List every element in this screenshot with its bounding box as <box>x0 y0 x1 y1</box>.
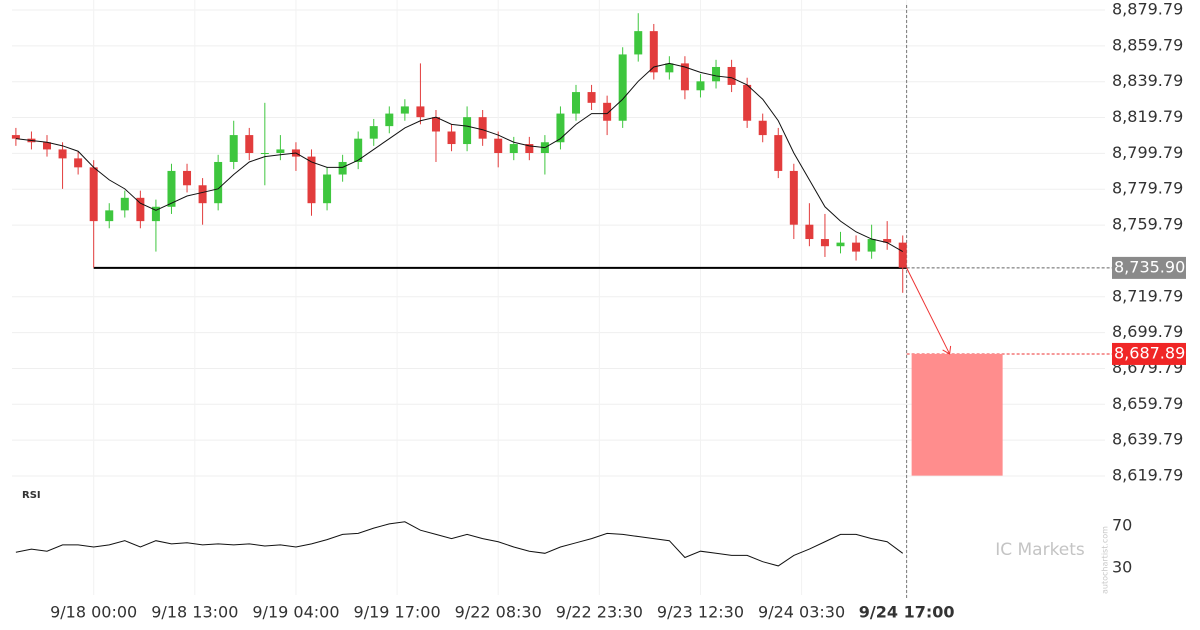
candle-body <box>680 63 689 91</box>
candle-body <box>276 149 285 154</box>
candle-body <box>463 117 472 145</box>
candle-body <box>11 135 20 139</box>
candle-body <box>789 170 798 225</box>
watermark-brand: IC Markets <box>995 540 1085 560</box>
rsi-label: RSI <box>22 490 41 501</box>
candle-body <box>758 120 767 136</box>
candle-body <box>478 117 487 139</box>
candle-body <box>385 113 394 127</box>
candle-body <box>89 167 98 222</box>
candle-body <box>167 170 176 207</box>
y-tick-label: 8,879.79 <box>1112 0 1183 19</box>
candle-body <box>836 242 845 247</box>
candle-body <box>665 63 674 73</box>
candle-body <box>105 210 114 222</box>
support-label: 8,735.90 <box>1114 257 1185 276</box>
target-label: 8,687.89 <box>1114 343 1185 362</box>
target-label-box <box>1112 342 1186 365</box>
candle-body <box>214 161 223 204</box>
candle-body <box>618 54 627 121</box>
candle-body <box>323 174 332 204</box>
candle-body <box>712 66 721 82</box>
candle-body <box>183 170 192 186</box>
x-tick-label: 9/23 12:30 <box>657 603 744 622</box>
y-tick-label: 8,759.79 <box>1112 215 1183 234</box>
x-tick-label: 9/24 17:00 <box>859 603 955 622</box>
candle-body <box>245 135 254 154</box>
candle-body <box>603 102 612 121</box>
candle-body <box>58 149 67 159</box>
candle-body <box>805 224 814 240</box>
candle-body <box>229 135 238 162</box>
candle-body <box>525 144 534 154</box>
candle-body <box>867 239 876 252</box>
support-label-box <box>1112 256 1186 279</box>
candle-body <box>494 138 503 154</box>
y-tick-label: 8,799.79 <box>1112 143 1183 162</box>
rsi-line <box>15 521 904 567</box>
candle-body <box>120 197 129 211</box>
candle-body <box>198 185 207 204</box>
y-tick-label: 8,659.79 <box>1112 394 1183 413</box>
y-tick-label: 8,819.79 <box>1112 107 1183 126</box>
candle-body <box>898 242 907 268</box>
x-tick-label: 9/22 23:30 <box>556 603 643 622</box>
candle-body <box>151 206 160 222</box>
candle-body <box>696 81 705 91</box>
watermark-source: autochartist.com <box>1101 526 1110 594</box>
y-tick-label: 8,639.79 <box>1112 430 1183 449</box>
x-tick-label: 9/19 17:00 <box>354 603 441 622</box>
y-tick-label: 8,779.79 <box>1112 179 1183 198</box>
candle-body <box>572 92 581 114</box>
candle-body <box>431 117 440 132</box>
y-tick-label: 8,699.79 <box>1112 322 1183 341</box>
candle-body <box>307 156 316 204</box>
candle-body <box>883 239 892 243</box>
y-tick-label: 8,839.79 <box>1112 71 1183 90</box>
candle-body <box>774 135 783 171</box>
candle-body <box>136 197 145 222</box>
rsi-tick-label: 70 <box>1112 516 1132 535</box>
candle-body <box>587 92 596 103</box>
forecast-arrowhead <box>942 345 952 355</box>
target-zone <box>911 353 1003 476</box>
candle-body <box>416 106 425 118</box>
x-tick-label: 9/24 03:30 <box>758 603 845 622</box>
candle-body <box>369 126 378 139</box>
x-tick-label: 9/22 08:30 <box>455 603 542 622</box>
candle-body <box>556 113 565 143</box>
candle-body <box>338 161 347 175</box>
candle-body <box>634 31 643 55</box>
candle-body <box>260 153 269 155</box>
candle-body <box>43 142 52 150</box>
candle-body <box>400 106 409 114</box>
candle-body <box>743 84 752 121</box>
candle-body <box>74 158 83 168</box>
candle-body <box>447 131 456 145</box>
candle-body <box>852 242 861 252</box>
candle-body <box>649 31 658 73</box>
x-tick-label: 9/19 04:00 <box>252 603 339 622</box>
x-tick-label: 9/18 00:00 <box>50 603 137 622</box>
x-tick-label: 9/18 13:00 <box>151 603 238 622</box>
candle-body <box>820 239 829 247</box>
forecast-arrow <box>906 267 951 355</box>
y-tick-label: 8,619.79 <box>1112 466 1183 485</box>
y-tick-label: 8,859.79 <box>1112 35 1183 54</box>
candle-body <box>354 138 363 162</box>
moving-average <box>15 62 903 253</box>
candle-body <box>727 66 736 85</box>
y-tick-label: 8,719.79 <box>1112 286 1183 305</box>
candle-body <box>509 144 518 154</box>
rsi-tick-label: 30 <box>1112 558 1132 577</box>
